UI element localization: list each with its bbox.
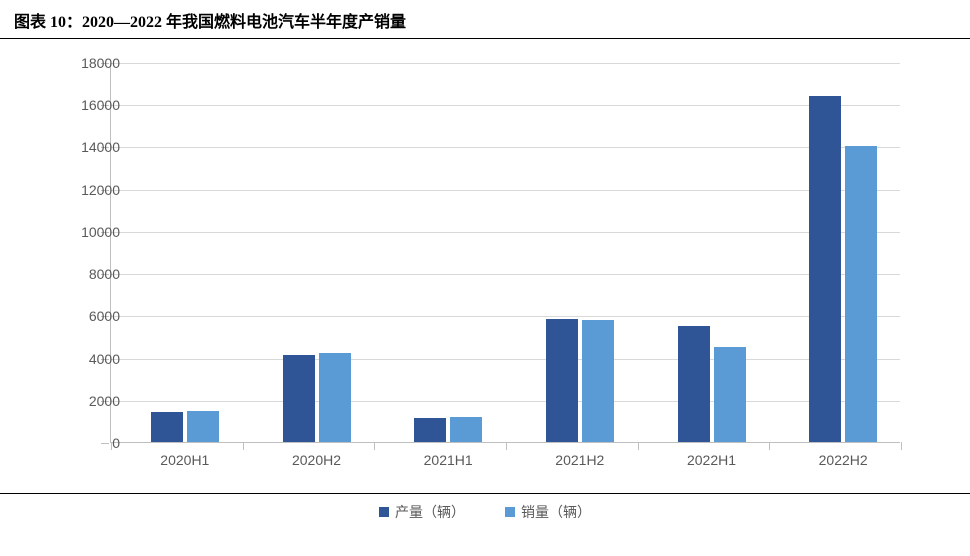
bar: [809, 96, 841, 442]
legend-item: 产量（辆）: [379, 502, 465, 522]
bar-group: [678, 326, 746, 442]
x-tick: [638, 442, 639, 450]
x-axis-label: 2022H2: [819, 452, 868, 468]
legend-label: 产量（辆）: [395, 502, 465, 522]
x-axis-label: 2022H1: [687, 452, 736, 468]
y-axis-label: 6000: [60, 308, 120, 324]
grid-line: [111, 105, 900, 106]
bar-group: [151, 411, 219, 442]
legend-swatch: [505, 507, 515, 517]
x-tick: [374, 442, 375, 450]
bar: [678, 326, 710, 442]
x-tick: [243, 442, 244, 450]
bar: [714, 347, 746, 442]
grid-line: [111, 316, 900, 317]
bar-group: [414, 417, 482, 442]
bar-group: [809, 96, 877, 442]
grid-line: [111, 63, 900, 64]
plot-area: 2020H12020H22021H12021H22022H12022H2: [110, 63, 900, 443]
y-axis-label: 8000: [60, 266, 120, 282]
bar: [283, 355, 315, 442]
grid-line: [111, 147, 900, 148]
y-axis-label: 14000: [60, 139, 120, 155]
bar: [187, 411, 219, 442]
x-tick: [506, 442, 507, 450]
x-tick: [769, 442, 770, 450]
y-axis-label: 12000: [60, 182, 120, 198]
legend-swatch: [379, 507, 389, 517]
y-axis-label: 0: [60, 435, 120, 451]
bar: [450, 417, 482, 442]
bar-group: [283, 353, 351, 442]
grid-line: [111, 359, 900, 360]
grid-line: [111, 401, 900, 402]
bar: [546, 319, 578, 443]
y-axis-label: 16000: [60, 97, 120, 113]
bar: [319, 353, 351, 442]
grid-line: [111, 232, 900, 233]
x-axis-label: 2021H1: [424, 452, 473, 468]
bar-group: [546, 319, 614, 443]
legend-item: 销量（辆）: [505, 502, 591, 522]
chart-plot: 2020H12020H22021H12021H22022H12022H2 020…: [40, 53, 920, 483]
chart-container: 2020H12020H22021H12021H22022H12022H2 020…: [0, 39, 970, 494]
legend-label: 销量（辆）: [521, 502, 591, 522]
x-tick: [901, 442, 902, 450]
x-axis-label: 2021H2: [555, 452, 604, 468]
x-axis-label: 2020H2: [292, 452, 341, 468]
x-axis-label: 2020H1: [160, 452, 209, 468]
bar: [582, 320, 614, 442]
legend: 产量（辆） 销量（辆）: [379, 502, 591, 522]
y-axis-label: 18000: [60, 55, 120, 71]
grid-line: [111, 274, 900, 275]
chart-title: 图表 10：2020—2022 年我国燃料电池汽车半年度产销量: [0, 0, 970, 39]
y-axis-label: 10000: [60, 224, 120, 240]
grid-line: [111, 190, 900, 191]
y-axis-label: 2000: [60, 393, 120, 409]
bar: [414, 418, 446, 442]
bar: [845, 146, 877, 442]
bar: [151, 412, 183, 442]
y-axis-label: 4000: [60, 351, 120, 367]
